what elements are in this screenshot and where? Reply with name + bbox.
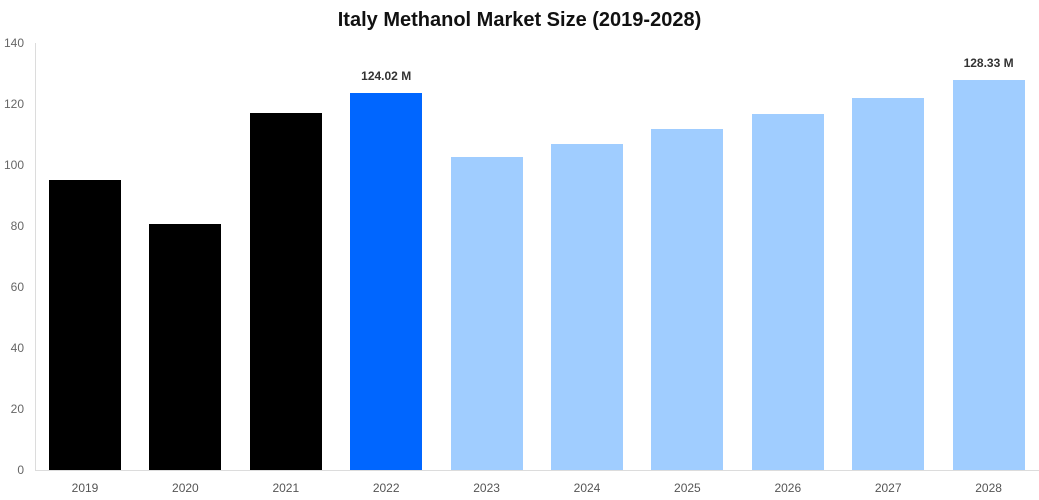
y-tick-label: 40 xyxy=(10,341,24,355)
x-tick-label: 2021 xyxy=(272,481,300,495)
x-axis-line xyxy=(35,470,1039,471)
x-tick-label: 2024 xyxy=(573,481,601,495)
y-tick-label: 60 xyxy=(10,280,24,294)
x-tick-label: 2028 xyxy=(975,481,1002,495)
y-tick-label: 80 xyxy=(10,219,24,233)
y-tick-label: 0 xyxy=(17,463,24,477)
y-tick-label: 120 xyxy=(3,97,24,111)
x-tick-label: 2023 xyxy=(473,481,500,495)
y-axis-line xyxy=(35,43,36,471)
bar-2027[interactable] xyxy=(852,98,925,471)
bar-2024[interactable] xyxy=(551,144,623,471)
x-tick-label: 2019 xyxy=(71,481,99,495)
data-label-2022: 124.02 M xyxy=(361,68,412,83)
bar-2028[interactable] xyxy=(952,79,1025,471)
y-tick-label: 20 xyxy=(10,402,24,416)
plot-area xyxy=(35,43,1039,471)
x-tick-label: 2026 xyxy=(774,481,802,495)
y-tick-label: 140 xyxy=(3,36,24,50)
y-tick-label: 100 xyxy=(3,158,24,172)
bar-2022[interactable] xyxy=(350,92,423,471)
x-tick-label: 2020 xyxy=(172,481,199,495)
bar-2023[interactable] xyxy=(450,156,523,471)
bar-2019[interactable] xyxy=(49,180,121,471)
x-tick-label: 2025 xyxy=(674,481,701,495)
chart-title: Italy Methanol Market Size (2019-2028) xyxy=(337,9,702,31)
x-tick-label: 2027 xyxy=(874,481,902,495)
x-tick-label: 2022 xyxy=(372,481,400,495)
bar-2026[interactable] xyxy=(751,114,824,471)
bar-2025[interactable] xyxy=(651,129,724,471)
data-label-2028: 128.33 M xyxy=(963,55,1014,70)
bar-2021[interactable] xyxy=(249,112,322,471)
bar-2020[interactable] xyxy=(149,223,222,471)
